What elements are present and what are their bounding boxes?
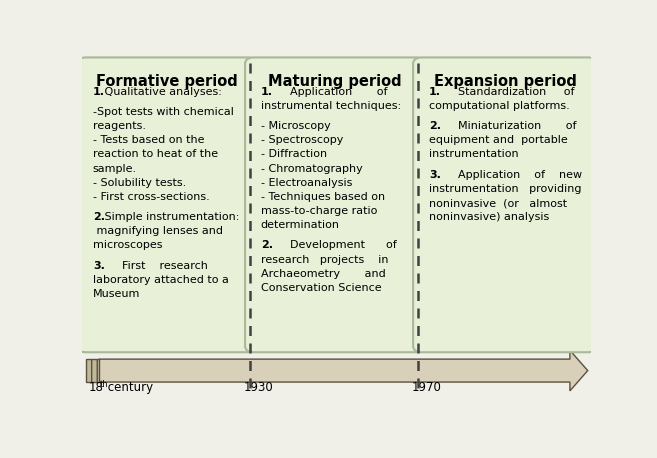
- Text: - Techniques based on: - Techniques based on: [261, 192, 385, 202]
- Polygon shape: [99, 350, 588, 391]
- Text: - Solubility tests.: - Solubility tests.: [93, 178, 186, 188]
- FancyBboxPatch shape: [77, 57, 258, 352]
- Text: 1.: 1.: [261, 87, 273, 97]
- Text: 2.: 2.: [261, 240, 273, 251]
- FancyBboxPatch shape: [245, 57, 425, 352]
- Text: Conservation Science: Conservation Science: [261, 283, 382, 293]
- Text: Miniaturization       of: Miniaturization of: [437, 121, 577, 131]
- Text: noninvasive  (or   almost: noninvasive (or almost: [429, 198, 567, 208]
- Text: Application    of    new: Application of new: [437, 170, 582, 180]
- Text: Museum: Museum: [93, 289, 140, 299]
- Text: Formative period: Formative period: [97, 74, 238, 89]
- Text: microscopes: microscopes: [93, 240, 162, 251]
- Text: Application       of: Application of: [269, 87, 388, 97]
- Text: 3.: 3.: [429, 170, 441, 180]
- Text: determination: determination: [261, 220, 340, 230]
- Text: sample.: sample.: [93, 164, 137, 174]
- Text: Maturing period: Maturing period: [268, 74, 402, 89]
- Text: century: century: [104, 381, 152, 393]
- Text: 1.: 1.: [429, 87, 441, 97]
- Text: Development      of: Development of: [269, 240, 397, 251]
- Text: 3.: 3.: [93, 261, 104, 271]
- Text: Qualitative analyses:: Qualitative analyses:: [101, 87, 222, 97]
- Text: - Diffraction: - Diffraction: [261, 149, 327, 159]
- Text: reaction to heat of the: reaction to heat of the: [93, 149, 218, 159]
- Text: Standardization     of: Standardization of: [437, 87, 574, 97]
- Text: - Chromatography: - Chromatography: [261, 164, 363, 174]
- Text: - Microscopy: - Microscopy: [261, 121, 330, 131]
- Text: 2.: 2.: [93, 212, 105, 222]
- Text: 1930: 1930: [244, 381, 274, 393]
- Text: - Spectroscopy: - Spectroscopy: [261, 136, 343, 145]
- Text: 18: 18: [88, 381, 103, 393]
- Text: - Electroanalysis: - Electroanalysis: [261, 178, 352, 188]
- Text: magnifying lenses and: magnifying lenses and: [93, 226, 223, 236]
- Text: instrumental techniques:: instrumental techniques:: [261, 101, 401, 111]
- Text: th: th: [99, 380, 108, 389]
- Text: mass-to-charge ratio: mass-to-charge ratio: [261, 206, 377, 216]
- Bar: [86, 359, 99, 382]
- Text: First    research: First research: [101, 261, 208, 271]
- Text: noninvasive) analysis: noninvasive) analysis: [429, 212, 549, 222]
- Text: laboratory attached to a: laboratory attached to a: [93, 275, 229, 285]
- Text: computational platforms.: computational platforms.: [429, 101, 570, 111]
- Text: research   projects    in: research projects in: [261, 255, 388, 265]
- Text: equipment and  portable: equipment and portable: [429, 136, 568, 145]
- Text: - Tests based on the: - Tests based on the: [93, 136, 204, 145]
- Text: instrumentation   providing: instrumentation providing: [429, 184, 581, 194]
- Text: 1970: 1970: [412, 381, 442, 393]
- Text: 1.: 1.: [93, 87, 105, 97]
- Text: 2.: 2.: [429, 121, 441, 131]
- Text: Simple instrumentation:: Simple instrumentation:: [101, 212, 239, 222]
- FancyBboxPatch shape: [413, 57, 597, 352]
- Text: Archaeometry       and: Archaeometry and: [261, 269, 386, 278]
- Text: - First cross-sections.: - First cross-sections.: [93, 192, 210, 202]
- Text: -Spot tests with chemical: -Spot tests with chemical: [93, 107, 234, 117]
- Text: Expansion period: Expansion period: [434, 74, 576, 89]
- Text: reagents.: reagents.: [93, 121, 146, 131]
- Text: instrumentation: instrumentation: [429, 149, 518, 159]
